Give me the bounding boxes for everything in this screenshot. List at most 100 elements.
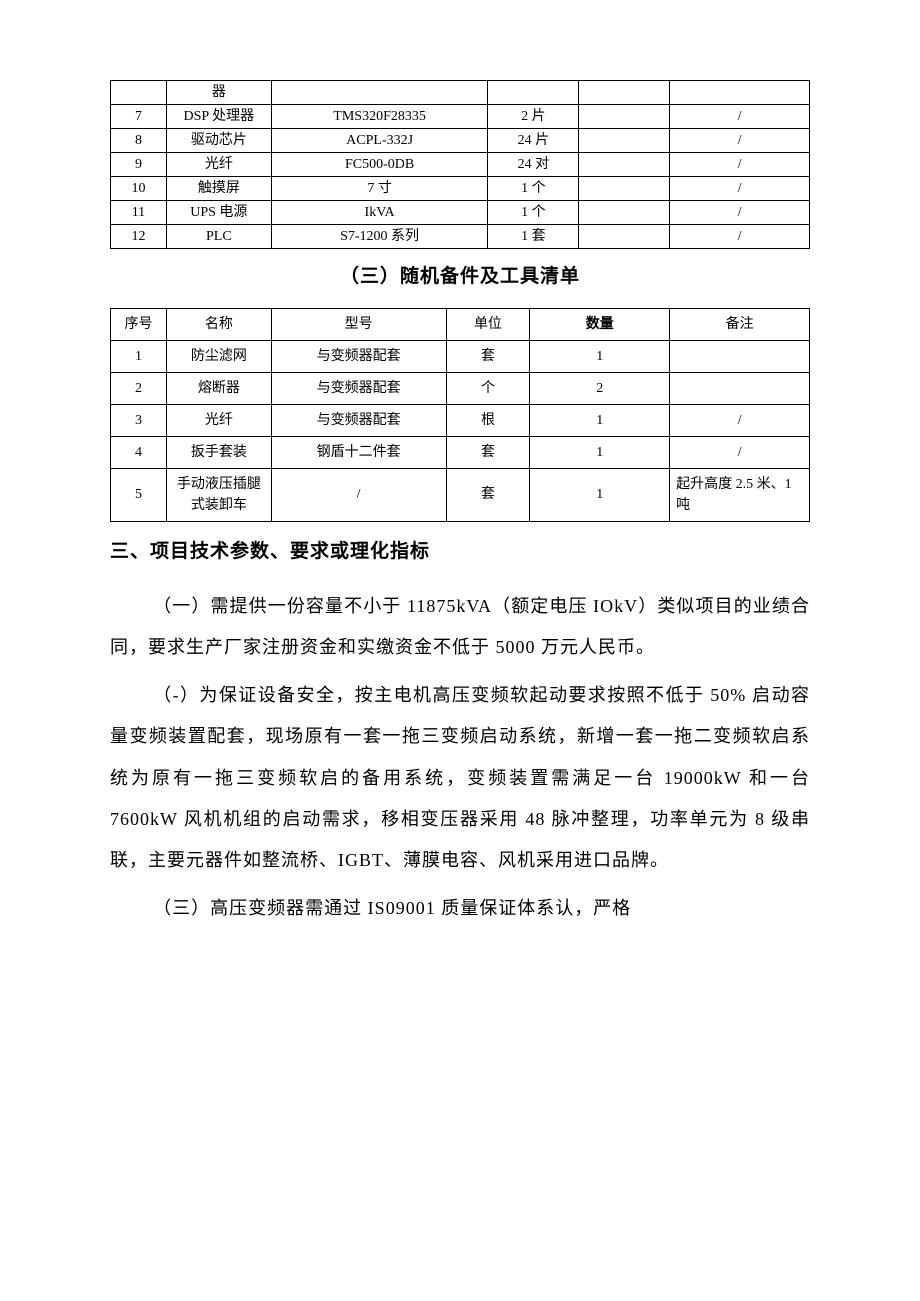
table-cell: 与变频器配套 (271, 404, 446, 436)
table-cell: 10 (111, 177, 167, 201)
table-cell: 1 (530, 436, 670, 468)
table-cell (579, 129, 670, 153)
table-cell: TMS320F28335 (271, 105, 488, 129)
table-cell: S7-1200 系列 (271, 225, 488, 249)
table-cell (579, 105, 670, 129)
table-cell (579, 225, 670, 249)
table-cell: 24 对 (488, 153, 579, 177)
table-cell: 光纤 (166, 153, 271, 177)
table-cell: 7 寸 (271, 177, 488, 201)
table-cell: 触摸屏 (166, 177, 271, 201)
table-cell: 2 片 (488, 105, 579, 129)
table-cell: 1 (111, 340, 167, 372)
table-cell: / (670, 129, 810, 153)
table-row: 8驱动芯片ACPL-332J24 片 / (111, 129, 810, 153)
table-cell: 套 (446, 340, 530, 372)
table-cell: 钢盾十二件套 (271, 436, 446, 468)
table-cell: 1 (530, 468, 670, 521)
table-cell: 套 (446, 436, 530, 468)
table-header-row: 序号 名称 型号 单位 数量 备注 (111, 308, 810, 340)
table-cell: 手动液压插腿式装卸车 (166, 468, 271, 521)
table-cell: FC500-0DB (271, 153, 488, 177)
table-cell (579, 201, 670, 225)
table-cell: PLC (166, 225, 271, 249)
table-cell: / (670, 153, 810, 177)
table-cell: DSP 处理器 (166, 105, 271, 129)
table-cell: 7 (111, 105, 167, 129)
table-cell: 扳手套装 (166, 436, 271, 468)
col-header-no: 序号 (111, 308, 167, 340)
table-cell: UPS 电源 (166, 201, 271, 225)
paragraph-3: （三）高压变频器需通过 IS09001 质量保证体系认，严格 (110, 888, 810, 929)
table-row: 9光纤FC500-0DB24 对 / (111, 153, 810, 177)
col-header-unit: 单位 (446, 308, 530, 340)
table-cell: 12 (111, 225, 167, 249)
table-cell: 2 (530, 372, 670, 404)
table-row: 5手动液压插腿式装卸车/套1起升高度 2.5 米、1 吨 (111, 468, 810, 521)
col-header-name: 名称 (166, 308, 271, 340)
spare-parts-heading: （三）随机备件及工具清单 (110, 263, 810, 292)
table-row: 4扳手套装钢盾十二件套套1/ (111, 436, 810, 468)
table-cell: 24 片 (488, 129, 579, 153)
table-cell: / (670, 404, 810, 436)
table-cell: / (670, 225, 810, 249)
table-cell: IkVA (271, 201, 488, 225)
table-cell: 9 (111, 153, 167, 177)
table-cell: 熔断器 (166, 372, 271, 404)
table-cell (271, 81, 488, 105)
table-cell: 与变频器配套 (271, 372, 446, 404)
table-cell: 驱动芯片 (166, 129, 271, 153)
table-row: 1防尘滤网与变频器配套套1 (111, 340, 810, 372)
table-cell (579, 177, 670, 201)
table-row: 3光纤与变频器配套根1/ (111, 404, 810, 436)
table-cell: 11 (111, 201, 167, 225)
section-3-heading: 三、项目技术参数、要求或理化指标 (110, 538, 810, 567)
table-cell: 2 (111, 372, 167, 404)
table-cell: 器 (166, 81, 271, 105)
spare-parts-table-body: 1防尘滤网与变频器配套套12熔断器与变频器配套个23光纤与变频器配套根1/4扳手… (111, 340, 810, 521)
table-cell (670, 81, 810, 105)
table-cell: / (670, 105, 810, 129)
table-cell: ACPL-332J (271, 129, 488, 153)
col-header-qty: 数量 (530, 308, 670, 340)
table-cell: 防尘滤网 (166, 340, 271, 372)
component-table-body: 器7DSP 处理器TMS320F283352 片/8驱动芯片ACPL-332J2… (111, 81, 810, 249)
table-cell: 光纤 (166, 404, 271, 436)
table-cell (670, 340, 810, 372)
table-cell: 4 (111, 436, 167, 468)
table-cell (579, 81, 670, 105)
table-cell: 8 (111, 129, 167, 153)
table-row: 7DSP 处理器TMS320F283352 片 / (111, 105, 810, 129)
table-row: 2熔断器与变频器配套个2 (111, 372, 810, 404)
table-cell: 5 (111, 468, 167, 521)
table-cell: 1 (530, 404, 670, 436)
table-cell: 与变频器配套 (271, 340, 446, 372)
table-cell (488, 81, 579, 105)
table-cell: 个 (446, 372, 530, 404)
table-row: 11UPS 电源IkVA1 个 / (111, 201, 810, 225)
table-cell: 1 个 (488, 177, 579, 201)
table-cell: 套 (446, 468, 530, 521)
table-row: 12PLCS7-1200 系列1 套 / (111, 225, 810, 249)
table-cell (111, 81, 167, 105)
table-row: 器 (111, 81, 810, 105)
table-row: 10触摸屏7 寸1 个 / (111, 177, 810, 201)
col-header-note: 备注 (670, 308, 810, 340)
table-cell: 3 (111, 404, 167, 436)
table-cell: / (670, 201, 810, 225)
table-cell: 1 套 (488, 225, 579, 249)
col-header-model: 型号 (271, 308, 446, 340)
table-cell: 根 (446, 404, 530, 436)
table-cell: / (670, 436, 810, 468)
table-cell (670, 372, 810, 404)
table-cell (579, 153, 670, 177)
component-table: 器7DSP 处理器TMS320F283352 片/8驱动芯片ACPL-332J2… (110, 80, 810, 249)
paragraph-1: （一）需提供一份容量不小于 11875kVA（额定电压 IOkV）类似项目的业绩… (110, 586, 810, 669)
table-cell: 起升高度 2.5 米、1 吨 (670, 468, 810, 521)
table-cell: 1 个 (488, 201, 579, 225)
table-cell: / (271, 468, 446, 521)
paragraph-2: （-）为保证设备安全，按主电机高压变频软起动要求按照不低于 50% 启动容量变频… (110, 675, 810, 882)
table-cell: / (670, 177, 810, 201)
table-cell: 1 (530, 340, 670, 372)
spare-parts-table: 序号 名称 型号 单位 数量 备注 1防尘滤网与变频器配套套12熔断器与变频器配… (110, 308, 810, 522)
